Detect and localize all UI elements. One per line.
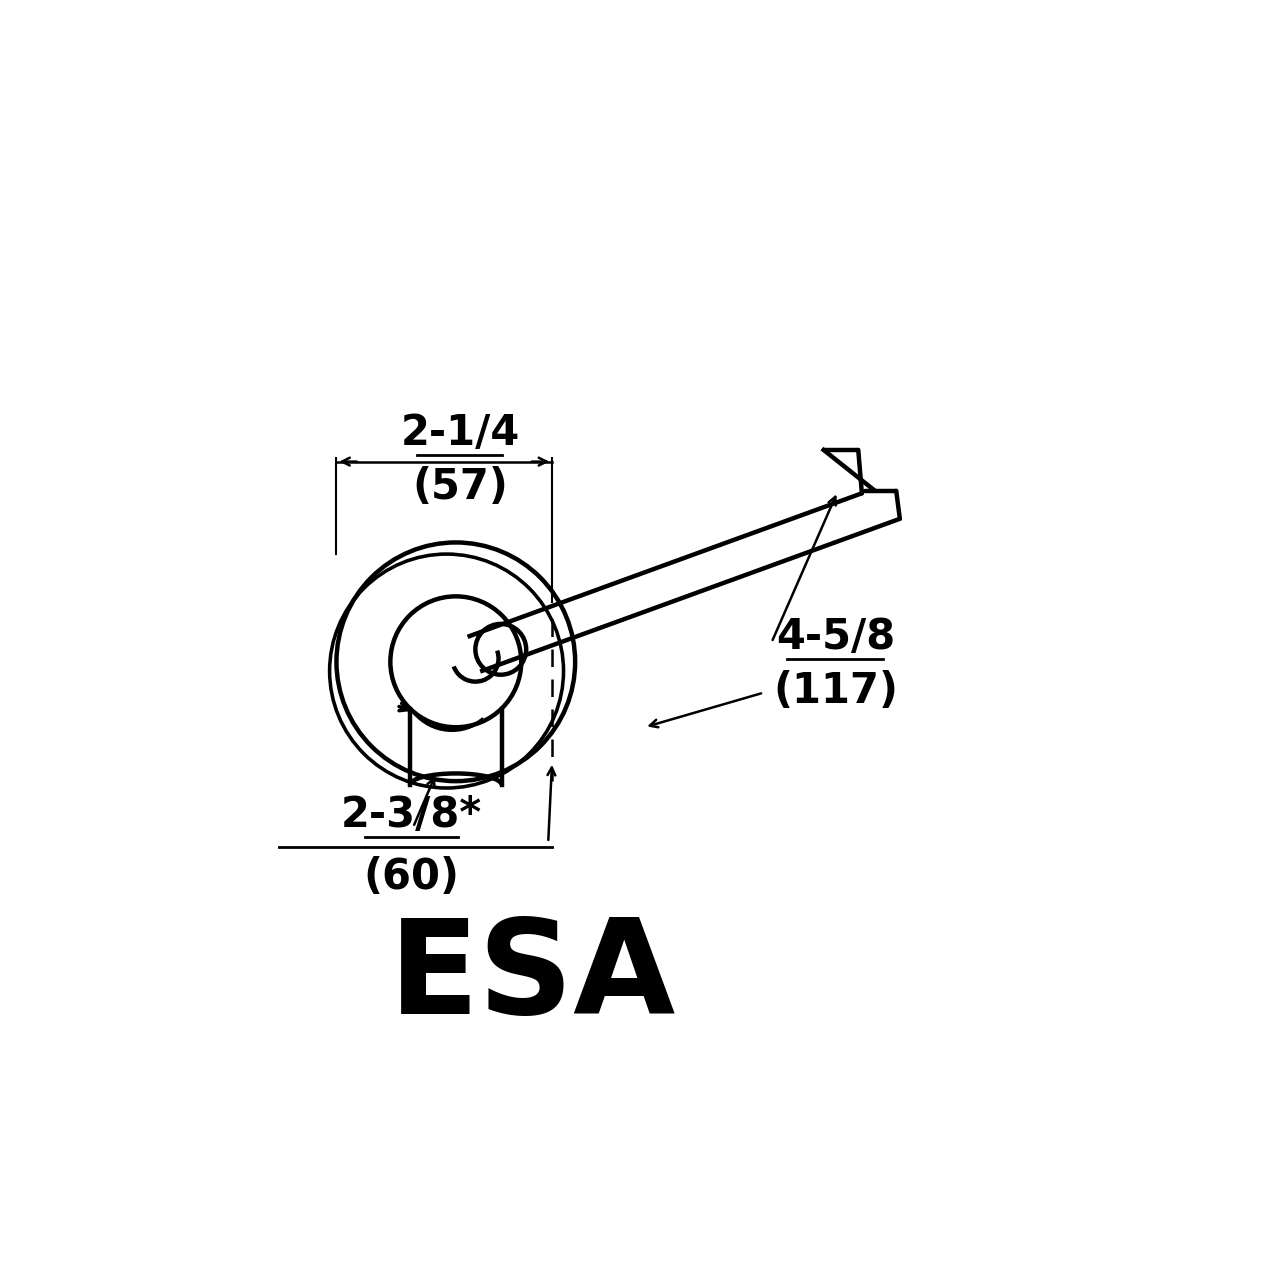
Text: 4-5/8: 4-5/8 — [776, 616, 895, 658]
Text: ESA: ESA — [389, 914, 676, 1041]
Text: 2-1/4: 2-1/4 — [401, 412, 520, 454]
Text: 2-3/8*: 2-3/8* — [340, 794, 483, 836]
Text: (117): (117) — [773, 671, 897, 712]
Text: (60): (60) — [364, 856, 460, 897]
Text: (57): (57) — [412, 466, 508, 508]
